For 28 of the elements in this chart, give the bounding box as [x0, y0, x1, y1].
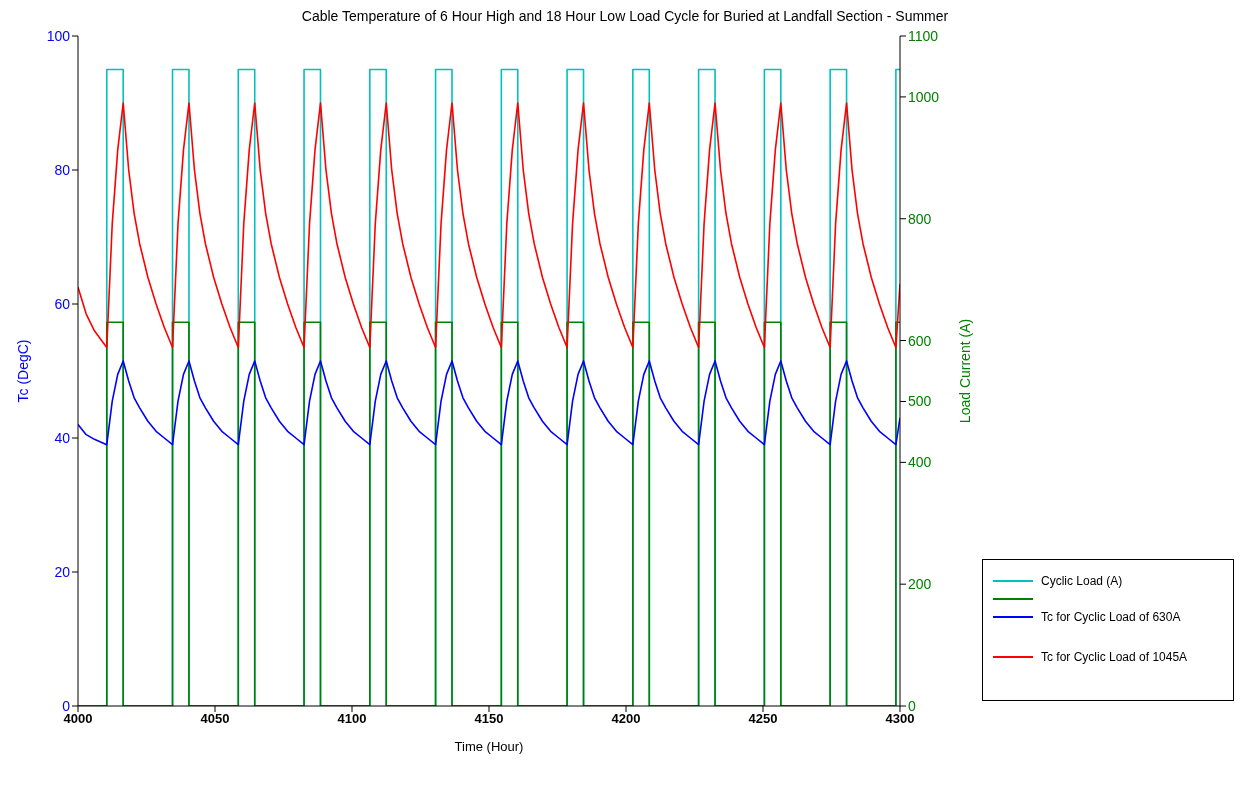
y-tick-label: 80	[54, 161, 71, 178]
y2-tick-label: 1000	[908, 88, 940, 105]
legend-label: Cyclic Load (A)	[1041, 574, 1123, 588]
y-tick-label: 100	[46, 27, 71, 44]
y-tick-label: 20	[54, 563, 71, 580]
x-tick-label: 4150	[474, 711, 504, 727]
y2-tick-label: 1100	[908, 27, 939, 44]
x-axis-title: Time (Hour)	[454, 739, 524, 754]
x-tick-label: 4250	[748, 711, 778, 727]
legend-label: Tc for Cyclic Load of 1045A	[1041, 650, 1188, 664]
y-tick-label: 60	[54, 295, 71, 312]
y2-tick-label: 600	[908, 332, 932, 349]
x-tick-label: 4100	[337, 711, 367, 727]
x-tick-label: 4300	[885, 711, 915, 727]
x-tick-label: 4050	[200, 711, 230, 727]
x-tick-label: 4200	[611, 711, 641, 727]
y-axis-title: Tc (DegC)	[14, 339, 31, 403]
y2-tick-label: 800	[908, 210, 932, 227]
y-tick-label: 40	[54, 429, 71, 446]
x-tick-label: 4000	[63, 711, 93, 727]
y2-tick-label: 0	[908, 697, 916, 714]
y2-tick-label: 400	[908, 454, 932, 471]
y2-axis-title: Load Current (A)	[956, 318, 973, 424]
legend-label: Tc for Cyclic Load of 630A	[1041, 610, 1181, 624]
y2-tick-label: 200	[908, 576, 932, 593]
chart-title: Cable Temperature of 6 Hour High and 18 Hour Low Load Cycle for Buried at Landfall Section - Summer	[300, 8, 950, 24]
y-tick-label: 0	[62, 697, 71, 714]
y2-tick-label: 500	[908, 393, 932, 410]
